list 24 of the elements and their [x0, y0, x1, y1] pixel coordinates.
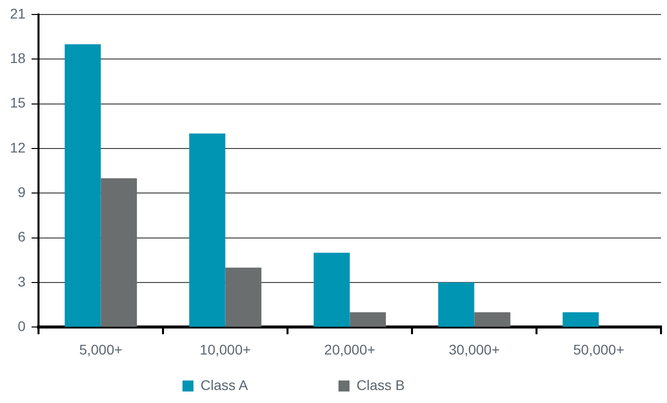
- y-tick-label: 15: [10, 94, 26, 111]
- y-tick-label: 6: [18, 228, 26, 245]
- x-tick-label: 10,000+: [200, 341, 251, 358]
- bar: [438, 282, 474, 327]
- bar: [314, 252, 350, 327]
- x-tick-label: 20,000+: [324, 341, 376, 358]
- y-tick-label: 3: [18, 273, 26, 290]
- bar: [64, 44, 101, 327]
- bar: [562, 312, 599, 327]
- y-tick-label: 0: [18, 318, 26, 334]
- bar: [225, 268, 262, 327]
- x-tick-label: 5,000+: [79, 341, 122, 358]
- x-tick-label: 50,000+: [573, 341, 624, 358]
- x-tick-label: 30,000+: [448, 341, 500, 358]
- y-tick-label: 12: [10, 139, 26, 156]
- bar: [100, 178, 137, 327]
- y-tick-label: 21: [10, 5, 26, 22]
- bar: [474, 312, 510, 327]
- bar: [189, 134, 226, 327]
- legend-label: Class A: [200, 376, 325, 393]
- bar: [350, 312, 386, 327]
- legend-label: Class B: [356, 376, 483, 393]
- y-tick-label: 18: [10, 50, 26, 66]
- y-tick-label: 9: [18, 184, 26, 200]
